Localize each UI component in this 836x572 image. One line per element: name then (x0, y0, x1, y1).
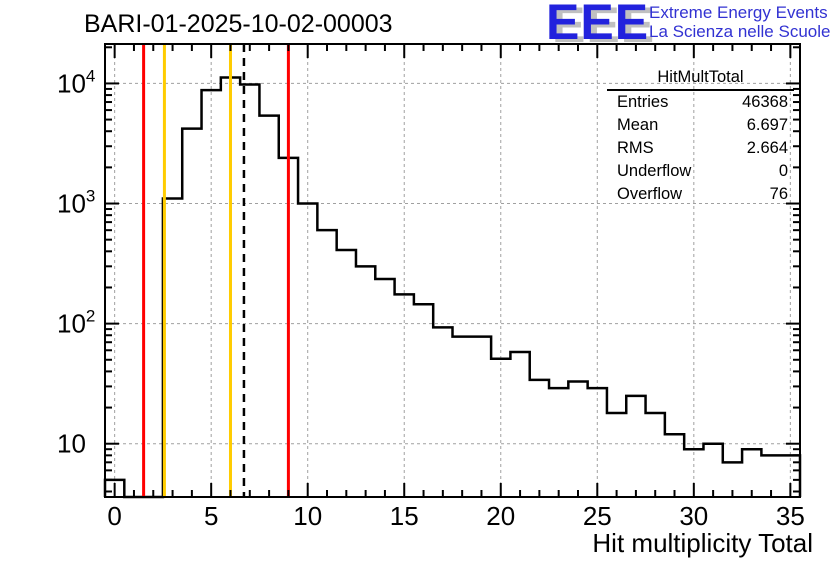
y-tick-label-1000: 103 (57, 187, 95, 219)
y-tick-label-10000: 104 (57, 66, 95, 98)
x-tick-label-10: 10 (293, 501, 322, 531)
x-tick-label-0: 0 (107, 501, 121, 531)
x-tick-label-25: 25 (583, 501, 612, 531)
plot-frame (104, 43, 801, 498)
x-tick-label-30: 30 (679, 501, 708, 531)
x-tick-label-15: 15 (390, 501, 419, 531)
y-tick-label-100: 102 (57, 307, 95, 339)
x-tick-label-20: 20 (486, 501, 515, 531)
grid-lines (105, 44, 800, 497)
x-tick-label-35: 35 (776, 501, 805, 531)
axis-ticks (105, 44, 800, 497)
x-tick-label-5: 5 (204, 501, 218, 531)
histogram-line (103, 76, 802, 499)
y-tick-label-10: 10 (57, 429, 86, 459)
